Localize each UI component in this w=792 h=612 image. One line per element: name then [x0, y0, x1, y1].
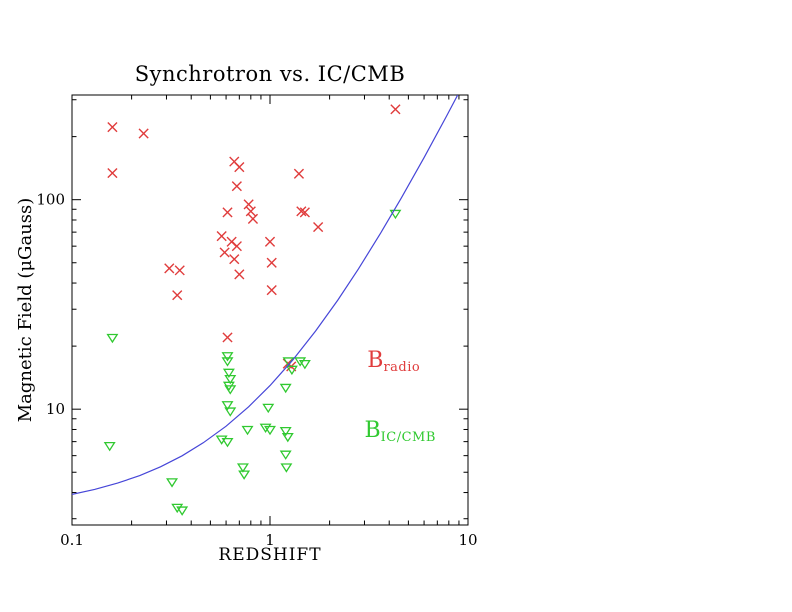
chart-title: Synchrotron vs. IC/CMB [134, 62, 406, 86]
data-point-triangle [221, 401, 234, 411]
data-point-triangle [264, 425, 276, 436]
data-point-x [243, 199, 254, 210]
data-point-triangle [221, 352, 234, 362]
data-point-triangle [280, 463, 293, 473]
data-point-triangle [166, 478, 179, 488]
data-point-x [216, 231, 227, 242]
data-point-x [138, 128, 149, 139]
data-point-triangle [281, 432, 294, 443]
data-point-triangle [241, 425, 254, 436]
data-point-x [231, 241, 242, 252]
legend-b-iccmb-main: B [364, 417, 381, 443]
iccmb-curve [72, 95, 459, 495]
data-point-x [172, 290, 183, 301]
data-point-triangle [298, 359, 311, 370]
data-point-triangle [238, 470, 251, 480]
data-point-triangle [106, 333, 119, 344]
data-point-x [247, 213, 259, 224]
data-point-triangle [171, 503, 184, 514]
data-point-triangle [389, 209, 402, 220]
data-point-triangle [259, 423, 272, 434]
data-point-x [107, 167, 118, 179]
y-tick-label: 100 [36, 191, 65, 209]
data-point-x [222, 332, 233, 343]
data-point-x [245, 206, 256, 217]
data-point-x [293, 168, 305, 179]
data-point-triangle [236, 463, 249, 473]
data-point-triangle [285, 365, 298, 376]
data-point-x [390, 104, 401, 115]
data-point-x [164, 263, 175, 274]
data-point-x [231, 181, 242, 192]
data-point-triangle [294, 357, 307, 367]
data-point-x [107, 122, 118, 133]
data-point-x [222, 207, 233, 218]
data-point-triangle [224, 374, 237, 385]
plot-frame [71, 94, 469, 526]
data-point-x [264, 236, 276, 247]
legend-b-radio-main: B [367, 347, 384, 373]
legend-b-radio-sub: radio [383, 359, 421, 375]
data-point-x [234, 162, 245, 173]
data-point-x [229, 254, 240, 265]
data-point-triangle [221, 357, 234, 367]
data-point-x [266, 257, 277, 268]
data-point-triangle [279, 383, 292, 394]
legend-b-iccmb: BIC/CMB [364, 417, 436, 445]
data-point-triangle [262, 403, 275, 414]
data-point-x [234, 269, 245, 280]
x-axis-label: REDSHIFT [218, 545, 322, 565]
data-point-x [296, 206, 307, 217]
data-point-x [219, 247, 230, 258]
data-point-triangle [176, 506, 189, 516]
x-tick-label: 1 [265, 531, 275, 549]
data-point-triangle [224, 385, 237, 395]
legend-b-radio: Bradio [367, 347, 421, 375]
y-tick-label: 10 [46, 400, 65, 418]
data-point-x [299, 207, 310, 218]
data-point-x [313, 221, 324, 233]
x-tick-label: 10 [458, 531, 477, 549]
data-point-triangle [222, 368, 235, 379]
legend-b-iccmb-sub: IC/CMB [380, 429, 436, 445]
data-point-triangle [279, 450, 292, 460]
data-point-triangle [279, 427, 292, 437]
data-point-triangle [221, 438, 234, 448]
data-point-triangle [224, 407, 237, 417]
data-point-triangle [103, 441, 116, 452]
data-point-x [174, 265, 185, 276]
data-point-x [266, 285, 277, 296]
x-tick-label: 0.1 [60, 531, 84, 549]
y-axis-label: Magnetic Field (μGauss) [15, 197, 36, 423]
